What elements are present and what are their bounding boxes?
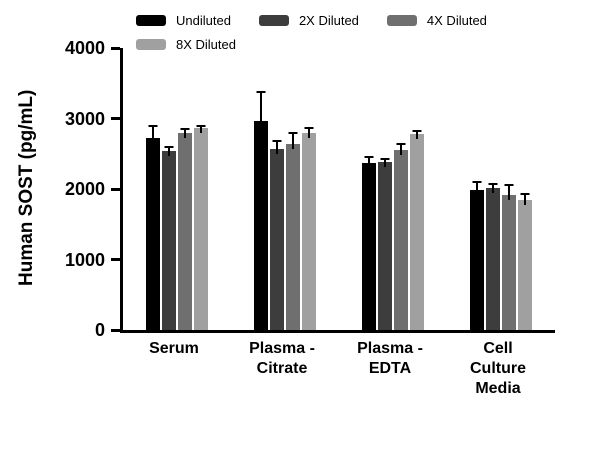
bar: [270, 140, 284, 330]
plot-area: [120, 48, 555, 333]
error-bar: [308, 128, 310, 139]
legend-label: 2X Diluted: [298, 13, 359, 28]
error-bar-cap: [196, 124, 206, 127]
bar: [410, 129, 424, 330]
legend-item: 4X Diluted: [386, 13, 487, 28]
bar: [302, 127, 316, 330]
x-axis-label: Cell Culture Media: [470, 340, 526, 397]
error-bar: [384, 159, 386, 167]
error-bar-cap: [256, 91, 266, 94]
y-axis-title: Human SOST (pg/mL): [16, 89, 37, 287]
error-bar-cap: [412, 129, 422, 132]
error-bar: [508, 185, 510, 200]
y-tick-label: 3000: [64, 108, 105, 129]
error-bar: [184, 129, 186, 138]
bar-group: [362, 129, 424, 330]
bar-group: [470, 180, 532, 330]
legend-swatch-icon: [258, 15, 289, 26]
legend-row: Undiluted 2X Diluted 4X Diluted: [136, 13, 487, 28]
bar: [394, 142, 408, 330]
legend-swatch-icon: [386, 15, 417, 26]
y-tick-mark: [111, 117, 120, 120]
error-bar-cap: [520, 192, 530, 195]
bar-group: [146, 124, 208, 330]
bar: [378, 158, 392, 330]
error-bar: [276, 141, 278, 154]
y-tick-mark: [111, 258, 120, 261]
bar: [470, 180, 484, 330]
bar: [502, 184, 516, 330]
legend-swatch-icon: [136, 39, 166, 50]
error-bar: [168, 146, 170, 156]
bar: [518, 192, 532, 330]
bar-group: [254, 91, 316, 330]
bar: [286, 131, 300, 330]
legend-row: 8X Diluted: [136, 37, 487, 52]
legend-item: 8X Diluted: [136, 37, 236, 52]
legend-item: 2X Diluted: [258, 13, 359, 28]
y-tick-label: 2000: [64, 179, 105, 199]
error-bar: [260, 92, 262, 126]
error-bar: [416, 130, 418, 140]
x-axis-label: Plasma - Citrate: [249, 340, 315, 377]
error-bar: [200, 125, 202, 133]
y-tick-mark: [111, 187, 120, 191]
bar: [486, 183, 500, 330]
error-bar: [524, 193, 526, 206]
bar: [362, 156, 376, 330]
x-axis-label: Serum: [149, 340, 199, 357]
error-bar-cap: [488, 183, 498, 186]
legend: Undiluted 2X Diluted 4X Diluted 8X Diluted: [136, 13, 487, 61]
y-tick-label: 4000: [64, 38, 105, 58]
bar: [162, 145, 176, 330]
x-axis-label: Plasma - EDTA: [357, 340, 423, 377]
y-tick-mark: [111, 46, 120, 50]
error-bar-cap: [180, 128, 190, 131]
x-axis-labels: Serum Plasma - Citrate Plasma - EDTA Cell Cult…: [120, 339, 552, 399]
y-tick-label: 1000: [64, 249, 105, 270]
bar: [194, 124, 208, 330]
error-bar-cap: [272, 140, 282, 143]
legend-swatch-icon: [136, 15, 166, 26]
bar: [178, 128, 192, 330]
y-tick-mark: [111, 328, 120, 332]
error-bar-cap: [304, 127, 314, 130]
error-bar-cap: [148, 124, 158, 127]
error-bar-cap: [472, 180, 482, 183]
legend-label: 4X Diluted: [426, 13, 487, 28]
error-bar: [292, 132, 294, 149]
error-bar: [400, 143, 402, 156]
error-bar-cap: [380, 158, 390, 161]
error-bar: [492, 184, 494, 194]
bar: [146, 124, 160, 330]
y-tick-label: 0: [94, 320, 105, 340]
error-bar: [476, 181, 478, 195]
error-bar-cap: [288, 131, 298, 134]
legend-label: 8X Diluted: [176, 37, 236, 52]
legend-label: Undiluted: [176, 13, 231, 28]
bar: [254, 91, 268, 330]
error-bar: [368, 157, 370, 168]
error-bar-cap: [364, 156, 374, 159]
legend-item: Undiluted: [136, 13, 231, 28]
error-bar: [152, 125, 154, 143]
error-bar-cap: [164, 145, 174, 148]
error-bar-cap: [396, 142, 406, 145]
error-bar-cap: [504, 184, 514, 187]
